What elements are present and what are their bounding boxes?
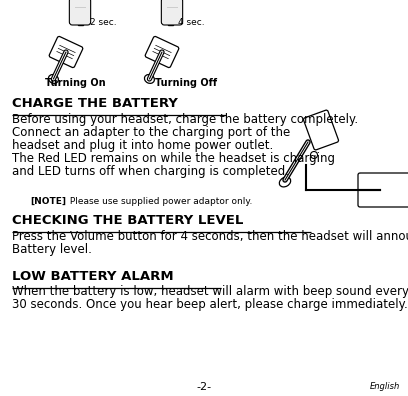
Text: English: English [370, 382, 400, 391]
Text: 4 sec.: 4 sec. [178, 18, 205, 27]
Text: -2-: -2- [196, 382, 212, 392]
FancyBboxPatch shape [161, 0, 183, 25]
Text: Turning Off: Turning Off [155, 78, 217, 88]
Text: LOW BATTERY ALARM: LOW BATTERY ALARM [12, 270, 174, 283]
Text: headset and plug it into home power outlet.: headset and plug it into home power outl… [12, 139, 273, 152]
Bar [168, 20, 173, 25]
Bar [78, 20, 83, 25]
FancyBboxPatch shape [69, 0, 91, 25]
Text: CHARGE THE BATTERY: CHARGE THE BATTERY [12, 97, 178, 110]
Text: [NOTE]: [NOTE] [30, 197, 66, 206]
Text: and LED turns off when charging is completed.: and LED turns off when charging is compl… [12, 165, 289, 178]
Text: Before using your headset, charge the battery completely.: Before using your headset, charge the ba… [12, 113, 358, 126]
Text: 2 sec.: 2 sec. [90, 18, 117, 27]
Text: When the battery is low, headset will alarm with beep sound every: When the battery is low, headset will al… [12, 285, 408, 298]
Circle shape [310, 152, 317, 158]
Text: Please use supplied power adaptor only.: Please use supplied power adaptor only. [67, 197, 253, 206]
Text: Connect an adapter to the charging port of the: Connect an adapter to the charging port … [12, 126, 290, 139]
Text: Turning On: Turning On [45, 78, 106, 88]
Text: Press the Volume button for 4 seconds, then the headset will announces the: Press the Volume button for 4 seconds, t… [12, 230, 408, 243]
Text: 30 seconds. Once you hear beep alert, please charge immediately.: 30 seconds. Once you hear beep alert, pl… [12, 298, 408, 311]
Text: The Red LED remains on while the headset is charging: The Red LED remains on while the headset… [12, 152, 335, 165]
Text: Battery level.: Battery level. [12, 243, 92, 256]
Text: CHECKING THE BATTERY LEVEL: CHECKING THE BATTERY LEVEL [12, 214, 244, 227]
